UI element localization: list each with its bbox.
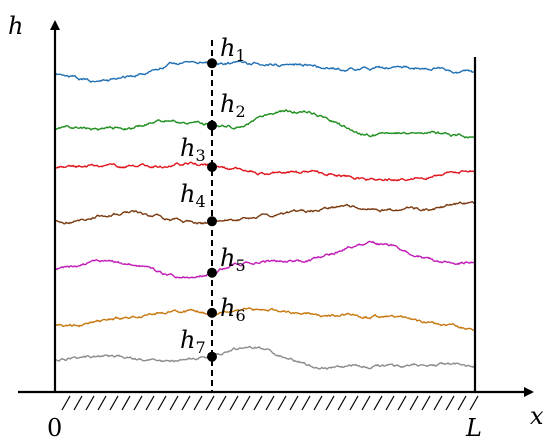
hatch-stroke <box>181 395 191 411</box>
hatch-stroke <box>109 395 119 411</box>
hatch-stroke <box>217 395 227 411</box>
hatch-stroke <box>61 395 71 411</box>
hatch-stroke <box>133 395 143 411</box>
height-marker-h6 <box>207 307 217 318</box>
hatch-stroke <box>229 395 239 411</box>
hatch-stroke <box>469 395 479 411</box>
hatch-stroke <box>421 395 431 411</box>
hatch-stroke <box>241 395 251 411</box>
hatch-stroke <box>253 395 263 411</box>
substrate-hatching <box>61 395 479 411</box>
hatch-stroke <box>85 395 95 411</box>
interface-curve-h3 <box>54 161 476 182</box>
hatch-stroke <box>121 395 131 411</box>
hatch-stroke <box>97 395 107 411</box>
hatch-stroke <box>361 395 371 411</box>
height-label-h7: h7 <box>180 326 206 357</box>
hatch-stroke <box>169 395 179 411</box>
hatch-stroke <box>313 395 323 411</box>
height-marker-h4 <box>207 216 217 227</box>
height-markers: h1 h2 h3 h4 h5 h6 h7 <box>180 34 246 362</box>
hatch-stroke <box>433 395 443 411</box>
hatch-stroke <box>157 395 167 411</box>
height-marker-h7 <box>207 351 217 362</box>
height-label-h6: h6 <box>220 294 246 325</box>
height-marker-h2 <box>207 120 217 131</box>
height-label-h4: h4 <box>180 180 206 211</box>
height-marker-h1 <box>207 58 217 69</box>
interface-curve-h5 <box>54 240 476 279</box>
height-marker-h3 <box>207 162 217 172</box>
hatch-stroke <box>325 395 335 411</box>
interface-curve-h2 <box>54 108 476 139</box>
height-label-h1: h1 <box>220 34 246 65</box>
hatch-stroke <box>205 395 215 411</box>
length-label: L <box>465 414 482 441</box>
y-axis-label: h <box>8 12 23 40</box>
hatch-stroke <box>409 395 419 411</box>
hatch-stroke <box>289 395 299 411</box>
interface-curve-h4 <box>54 201 476 225</box>
height-label-h3: h3 <box>180 134 206 165</box>
hatch-stroke <box>193 395 203 411</box>
hatch-stroke <box>349 395 359 411</box>
origin-label: 0 <box>47 414 62 441</box>
interface-curve-h7 <box>54 345 476 371</box>
interface-curves <box>54 60 476 371</box>
hatch-stroke <box>457 395 467 411</box>
hatch-stroke <box>301 395 311 411</box>
interface-curve-h6 <box>54 307 476 332</box>
height-marker-h5 <box>207 267 217 278</box>
hatch-stroke <box>265 395 275 411</box>
hatch-stroke <box>73 395 83 411</box>
height-label-h5: h5 <box>220 244 246 275</box>
hatch-stroke <box>145 395 155 411</box>
hatch-stroke <box>277 395 287 411</box>
hatch-stroke <box>373 395 383 411</box>
hatch-stroke <box>385 395 395 411</box>
hatch-stroke <box>397 395 407 411</box>
interface-curve-h1 <box>54 60 476 83</box>
hatch-stroke <box>337 395 347 411</box>
height-label-h2: h2 <box>220 90 246 121</box>
x-axis-label: x <box>530 402 544 430</box>
hatch-stroke <box>445 395 455 411</box>
